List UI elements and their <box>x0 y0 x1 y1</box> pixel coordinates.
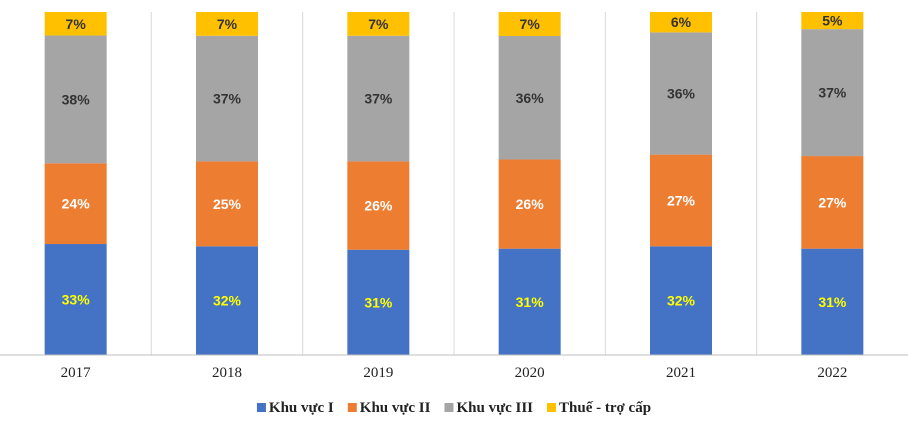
data-label: 26% <box>516 196 545 212</box>
bar-segment <box>498 159 561 249</box>
bar-segment <box>801 29 864 157</box>
legend-label: Khu vực I <box>269 400 334 416</box>
data-label: 7% <box>66 16 87 32</box>
legend-label: Khu vực II <box>360 400 431 416</box>
bar-segment <box>347 249 410 355</box>
legend: Khu vực I Khu vực II Khu vực III Thuế - trợ… <box>256 400 651 416</box>
legend-swatch <box>547 403 557 412</box>
bar-segment <box>44 244 107 355</box>
data-label: 7% <box>368 16 389 32</box>
data-label: 27% <box>818 194 847 210</box>
x-tick-labels: 2017 2018 2019 2020 2021 2022 <box>61 365 848 381</box>
x-tick-label: 2018 <box>212 365 242 381</box>
bar-segment <box>498 248 561 355</box>
data-label: 32% <box>213 293 242 309</box>
legend-label: Khu vực III <box>456 400 533 416</box>
bar-segment <box>650 12 712 33</box>
bar-segment <box>650 246 712 355</box>
bars-layer <box>44 12 864 355</box>
bar-segment <box>196 12 258 36</box>
bar-segment <box>498 12 561 37</box>
category-separators <box>150 12 758 355</box>
data-label: 6% <box>671 14 692 30</box>
data-label: 37% <box>213 91 242 107</box>
bar-segment <box>44 12 107 36</box>
data-label: 32% <box>667 293 696 309</box>
data-label: 24% <box>62 196 91 212</box>
bar-segment <box>801 248 864 355</box>
data-label: 33% <box>62 292 91 308</box>
data-label: 38% <box>62 91 91 107</box>
legend-swatch <box>347 403 357 412</box>
data-label: 31% <box>818 294 847 310</box>
legend-item: Thuế - trợ cấp <box>547 400 651 416</box>
bar-segment <box>347 161 410 250</box>
bar-segment <box>498 36 561 160</box>
legend-item: Khu vực III <box>444 400 533 416</box>
bar-segment <box>44 163 107 245</box>
legend-swatch <box>444 403 454 412</box>
bar-segment <box>347 35 410 162</box>
data-label: 36% <box>516 90 545 106</box>
legend-label: Thuế - trợ cấp <box>559 400 651 416</box>
data-label: 31% <box>364 294 393 310</box>
bar-segment <box>196 35 258 162</box>
bar-segment <box>801 12 864 30</box>
data-label: 26% <box>364 198 393 214</box>
x-tick-label: 2021 <box>666 365 696 381</box>
legend-item: Khu vực II <box>347 400 431 416</box>
x-tick-label: 2017 <box>61 365 92 381</box>
data-label: 27% <box>667 192 696 208</box>
bar-segment <box>196 161 258 247</box>
x-tick-label: 2020 <box>515 365 545 381</box>
legend-item: Khu vực I <box>256 400 334 416</box>
data-label: 7% <box>520 16 541 32</box>
data-label: 5% <box>822 13 843 29</box>
bar-segment <box>347 12 410 36</box>
bar-segment <box>650 32 712 155</box>
data-label: 36% <box>667 86 696 102</box>
data-label: 31% <box>516 294 545 310</box>
bar-segment <box>650 154 712 247</box>
bar-segment <box>801 156 864 249</box>
x-tick-label: 2022 <box>817 365 847 381</box>
bar-segment <box>44 35 107 164</box>
x-tick-label: 2019 <box>363 365 393 381</box>
bar-segment <box>196 246 258 355</box>
data-label: 37% <box>818 85 847 101</box>
legend-swatch <box>256 403 266 412</box>
data-label: 37% <box>364 91 393 107</box>
data-label: 25% <box>213 196 242 212</box>
data-labels-layer: 33% 24% 38% 7% 32% 25% 37% 7% 31% 26% 37% 7% 31% 26% 3… <box>62 13 847 311</box>
data-label: 7% <box>217 16 238 32</box>
